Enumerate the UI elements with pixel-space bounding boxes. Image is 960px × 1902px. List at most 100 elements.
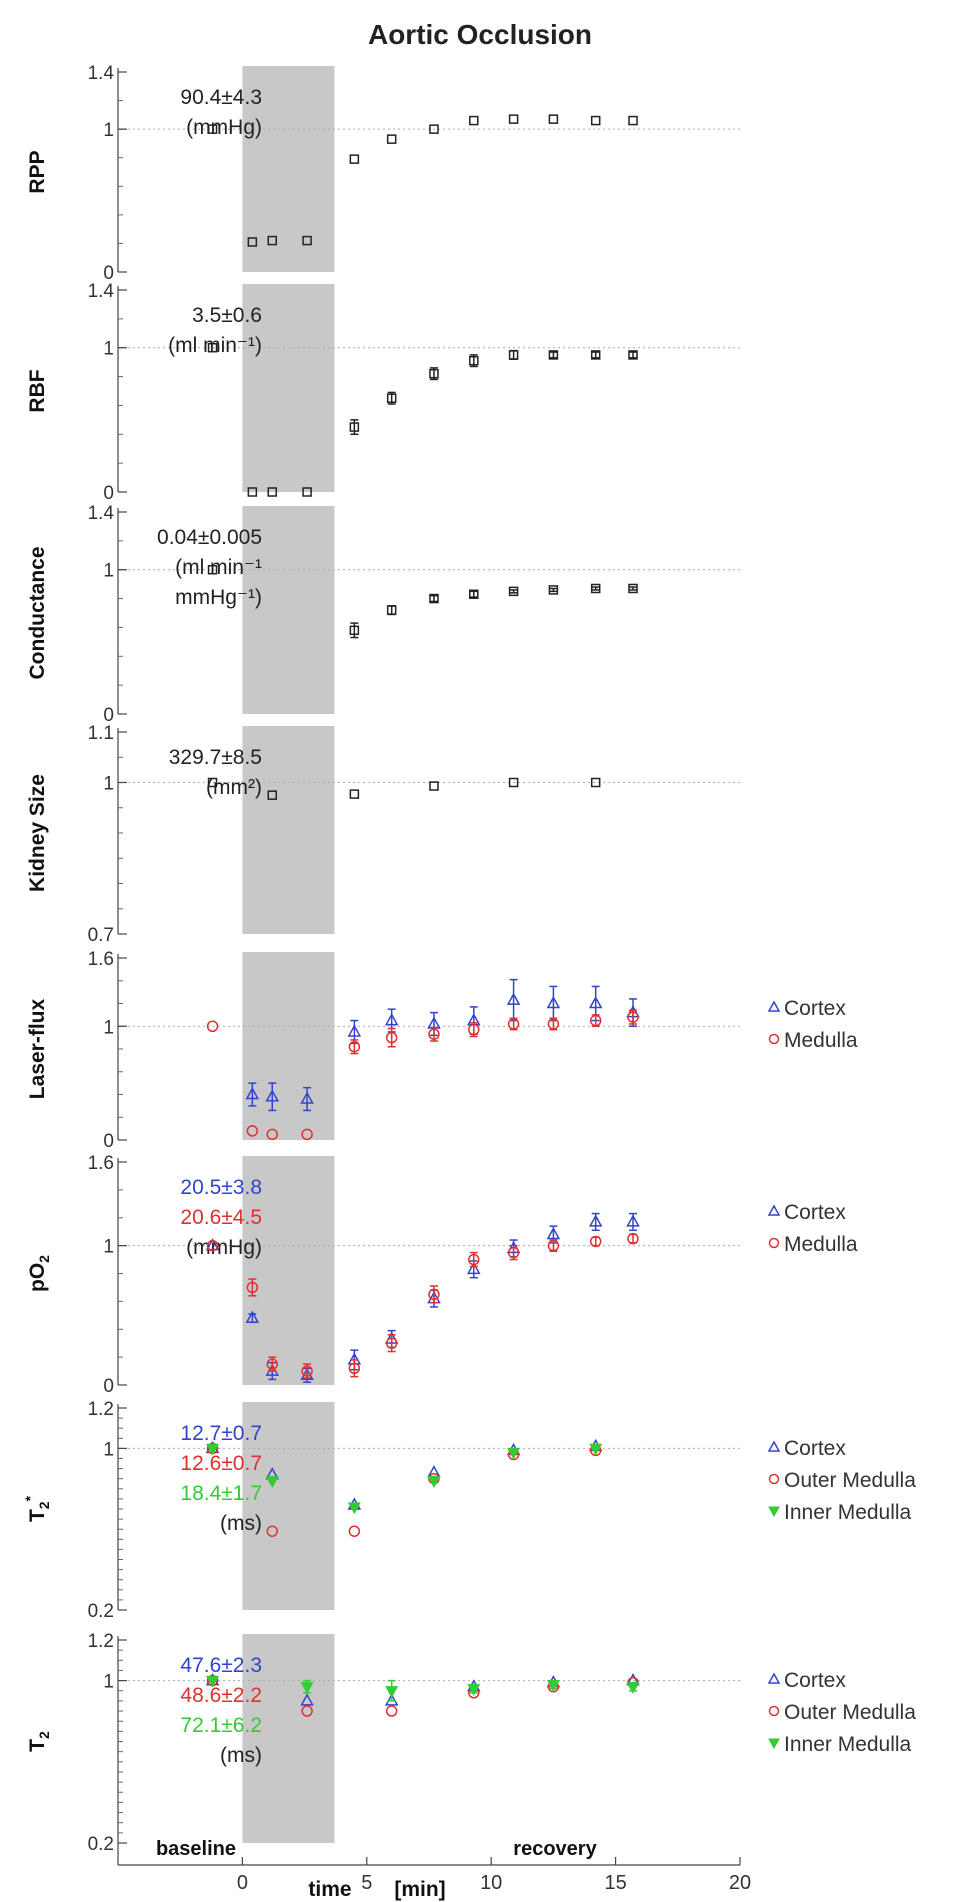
data-point [247, 237, 258, 247]
data-point [588, 1214, 603, 1227]
data-point [245, 1310, 260, 1323]
y-axis-label: Kidney Size [26, 774, 49, 892]
data-point [207, 777, 218, 788]
panel-2: 0 1 1.4 RBF 3.5±0.6 (ml min⁻¹) [26, 281, 740, 504]
phase-label-baseline: baseline [156, 1838, 236, 1860]
y-tick-label: 1 [103, 1237, 114, 1258]
data-point [347, 1024, 362, 1037]
panel-4: 0.7 1 1.1 Kidney Size 329.7±8.5 (mm²) [26, 723, 740, 946]
data-point [469, 589, 479, 599]
legend-label: Cortex [784, 1669, 846, 1692]
data-point [428, 1028, 440, 1040]
baseline-value: 329.7±8.5 [169, 746, 262, 769]
data-point [507, 1018, 520, 1030]
occlusion-region [242, 506, 335, 714]
data-point [429, 593, 439, 604]
data-point [386, 134, 397, 144]
data-point [301, 1705, 313, 1717]
y-tick-label: 1.6 [88, 949, 114, 970]
phase-label-recovery: recovery [513, 1838, 597, 1860]
data-point [265, 1363, 280, 1376]
data-point [207, 564, 218, 575]
y-tick-label: 1 [103, 774, 114, 795]
data-point [348, 1362, 361, 1375]
panel-3: 0 1 1.4 Conductance 0.04±0.005 (ml min⁻¹ mmHg⁻… [26, 503, 740, 726]
y-axis-label: Laser-flux [26, 999, 49, 1100]
data-point [547, 1239, 560, 1252]
data-point [349, 789, 360, 799]
data-point [266, 1525, 279, 1537]
baseline-value: mmHg⁻¹) [175, 586, 262, 609]
data-point [467, 1261, 481, 1275]
data-point [384, 1693, 399, 1706]
data-point [265, 1089, 280, 1102]
legend-marker [767, 1000, 781, 1012]
data-point [589, 1235, 602, 1248]
occlusion-region [242, 1156, 335, 1385]
data-point [265, 1476, 279, 1488]
y-tick-label: 0 [103, 483, 114, 504]
data-point [301, 1365, 313, 1377]
baseline-value: 20.5±3.8 [180, 1176, 262, 1199]
x-tick-label: 20 [729, 1872, 751, 1894]
baseline-value: 12.7±0.7 [180, 1422, 262, 1445]
legend-marker [768, 1033, 780, 1045]
data-point [590, 777, 601, 788]
x-axis-unit: [min] [394, 1878, 445, 1901]
data-point [546, 1680, 560, 1692]
data-point [385, 1705, 398, 1717]
legend-marker [767, 1204, 781, 1216]
data-point [207, 342, 218, 353]
panel-6: 0 1 1.6 pO2 20.5±3.8 20.6±4.5 (mmHg) Cortex Medu… [26, 1153, 858, 1397]
y-tick-label: 1 [103, 120, 114, 141]
data-point [589, 1443, 603, 1456]
data-point [267, 235, 278, 246]
data-point [300, 1682, 314, 1694]
legend-marker [768, 1237, 780, 1249]
data-point [506, 992, 521, 1005]
data-point [626, 1682, 640, 1694]
data-point [386, 605, 397, 615]
baseline-value: (ms) [220, 1512, 262, 1535]
y-tick-label: 1.2 [88, 1399, 114, 1420]
panels: 0 1 1.4 RPP 90.4±4.3 (mmHg) 0 1 1.4 RBF 3.5±0.6 (ml… [22, 63, 916, 1855]
y-tick-label: 1.2 [88, 1631, 114, 1652]
y-axis-label: RBF [26, 369, 49, 412]
data-point [628, 350, 638, 360]
data-point [300, 1091, 314, 1104]
data-point [508, 777, 519, 788]
data-point [548, 585, 559, 595]
data-point [429, 124, 439, 134]
baseline-value: 72.1±6.2 [180, 1714, 262, 1737]
panel-7: 0.2 1 1.2 T2* 12.7±0.7 12.6±0.7 18.4±1.7 (ms) Co… [22, 1399, 916, 1622]
data-point [626, 1214, 640, 1227]
data-point [508, 114, 519, 124]
y-tick-label: 1.4 [88, 63, 115, 84]
y-tick-label: 1.1 [88, 723, 114, 744]
legend-marker [768, 1506, 780, 1518]
data-point [301, 1128, 313, 1141]
data-point [627, 1232, 639, 1245]
data-point [386, 393, 397, 403]
legend-label: Cortex [784, 1201, 846, 1224]
y-tick-label: 1 [103, 561, 114, 582]
data-point [349, 154, 360, 164]
y-tick-label: 0.7 [88, 925, 114, 946]
data-point [247, 487, 258, 497]
legend-marker [768, 1738, 780, 1750]
data-point [267, 487, 278, 497]
x-tick-label: 10 [480, 1872, 502, 1894]
y-tick-label: 0 [103, 1376, 114, 1397]
data-point [590, 115, 601, 126]
y-tick-label: 0.2 [88, 1601, 114, 1622]
x-tick-label: 15 [604, 1872, 626, 1894]
data-point [347, 1502, 361, 1515]
data-point [266, 1128, 279, 1141]
data-point [546, 1226, 561, 1240]
panel-5: 0 1 1.6 Laser-flux Cortex Medulla [26, 949, 858, 1152]
data-point [267, 790, 278, 800]
data-point [469, 115, 479, 126]
data-point [588, 995, 603, 1009]
legend-label: Medulla [784, 1233, 858, 1256]
y-tick-label: 1.4 [88, 281, 115, 302]
